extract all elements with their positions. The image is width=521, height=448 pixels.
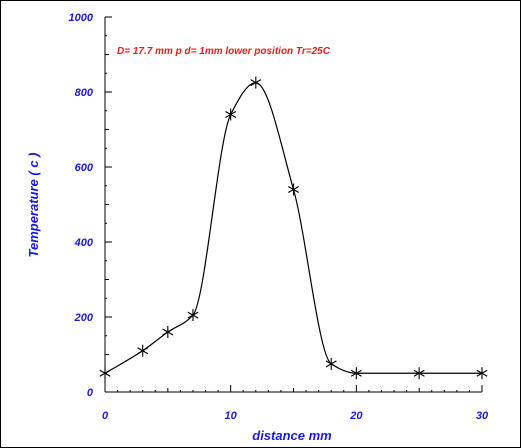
series-markers [99, 76, 488, 380]
x-axis-label: distance mm [252, 428, 332, 443]
y-tick-label: 0 [87, 387, 94, 399]
x-tick-label: 0 [102, 410, 109, 422]
data-point [476, 367, 488, 380]
x-tick-label: 20 [349, 410, 363, 422]
data-point [162, 326, 174, 338]
x-ticks: 0 10 20 30 [102, 385, 489, 422]
y-tick-label: 400 [74, 237, 94, 249]
y-ticks: 0 200 400 600 800 1000 [69, 12, 112, 399]
y-tick-label: 1000 [69, 12, 94, 24]
y-tick-label: 800 [75, 87, 94, 99]
data-point [225, 108, 237, 121]
data-point [250, 76, 262, 89]
data-point [350, 367, 362, 380]
data-point [137, 344, 149, 357]
y-axis-label: Temperature ( c ) [26, 153, 41, 258]
data-point [413, 367, 425, 380]
annotation-text: D= 17.7 mm p d= 1mm lower position Tr=25… [117, 46, 331, 57]
data-point [325, 357, 337, 370]
y-tick-label: 200 [74, 312, 94, 324]
data-point [187, 309, 199, 322]
x-tick-label: 30 [476, 410, 489, 422]
x-tick-label: 10 [225, 410, 238, 422]
data-point [288, 183, 299, 196]
data-point [99, 367, 111, 380]
y-tick-label: 600 [75, 162, 94, 174]
